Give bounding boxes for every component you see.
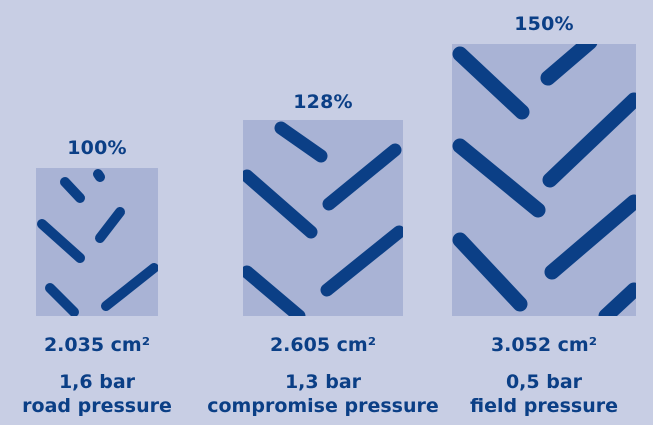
footprint-road: 100% 2.035 cm² 1,6 bar road pressure <box>22 0 172 425</box>
tire-footprint-image <box>36 168 158 316</box>
footprint-label: field pressure <box>470 395 618 417</box>
footprint-area: 3.052 cm² <box>490 334 598 356</box>
tread-pattern-icon <box>452 44 636 316</box>
footprint-info: 2.605 cm² 1,3 bar compromise pressure <box>203 333 443 418</box>
tire-footprint-image <box>452 44 636 316</box>
footprint-label: compromise pressure <box>207 395 439 417</box>
footprint-pressure: 0,5 bar <box>505 371 583 393</box>
footprint-label: road pressure <box>22 395 172 417</box>
tread-pattern-icon <box>37 169 158 316</box>
footprint-pressure: 1,3 bar <box>284 371 362 393</box>
footprint-info: 2.035 cm² 1,6 bar road pressure <box>0 333 198 418</box>
footprint-area: 2.605 cm² <box>269 334 377 356</box>
footprint-percent: 128% <box>293 91 353 113</box>
footprint-percent: 100% <box>67 137 127 159</box>
tire-footprint-image <box>243 120 403 316</box>
footprint-compromise: 128% 2.605 cm² 1,3 bar compromise pressu… <box>207 0 439 425</box>
footprint-percent: 150% <box>514 13 574 35</box>
tread-pattern-icon <box>243 121 403 316</box>
footprint-pressure: 1,6 bar <box>58 371 136 393</box>
footprint-field: 150% 3.052 cm² 0,5 bar field pressure <box>452 0 636 425</box>
footprint-info: 3.052 cm² 0,5 bar field pressure <box>412 333 653 418</box>
footprint-area: 2.035 cm² <box>43 334 151 356</box>
